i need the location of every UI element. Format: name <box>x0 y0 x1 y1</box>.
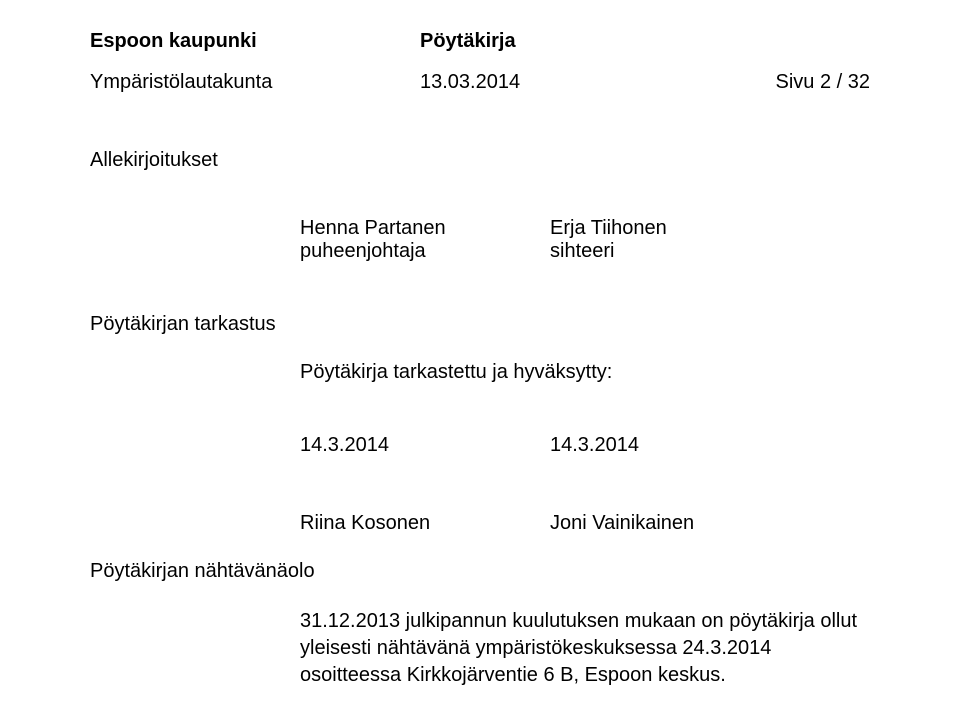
availability-title: Pöytäkirjan nähtävänäolo <box>90 560 870 583</box>
page-label: Sivu 2 / 32 <box>700 71 870 94</box>
page: Espoon kaupunki Pöytäkirja Ympäristölaut… <box>0 0 960 728</box>
inspection-date-right: 14.3.2014 <box>550 434 800 457</box>
sig-left-name: Henna Partanen <box>300 217 550 240</box>
inspection-date-left: 14.3.2014 <box>300 434 550 457</box>
org-name: Espoon kaupunki <box>90 30 420 53</box>
signatures-block: Henna Partanen puheenjohtaja Erja Tiihon… <box>300 217 870 263</box>
sig-right-role: sihteeri <box>550 240 800 263</box>
subheader-row: Ympäristölautakunta 13.03.2014 Sivu 2 / … <box>90 71 870 94</box>
inspection-name-right: Joni Vainikainen <box>550 512 800 535</box>
signature-right: Erja Tiihonen sihteeri <box>550 217 800 263</box>
signature-left: Henna Partanen puheenjohtaja <box>300 217 550 263</box>
sig-right-name: Erja Tiihonen <box>550 217 800 240</box>
signatures-title: Allekirjoitukset <box>90 149 870 172</box>
board-name: Ympäristölautakunta <box>90 71 420 94</box>
doc-type: Pöytäkirja <box>420 30 516 53</box>
header-date: 13.03.2014 <box>420 71 700 94</box>
inspection-name-left: Riina Kosonen <box>300 512 550 535</box>
sig-left-role: puheenjohtaja <box>300 240 550 263</box>
inspection-sub: Pöytäkirja tarkastettu ja hyväksytty: <box>300 361 870 384</box>
availability-body: 31.12.2013 julkipannun kuulutuksen mukaa… <box>300 608 860 689</box>
inspection-title: Pöytäkirjan tarkastus <box>90 313 870 336</box>
header-row: Espoon kaupunki Pöytäkirja <box>90 30 870 53</box>
inspection-dates: 14.3.2014 14.3.2014 <box>300 434 870 457</box>
inspection-names: Riina Kosonen Joni Vainikainen <box>300 512 870 535</box>
